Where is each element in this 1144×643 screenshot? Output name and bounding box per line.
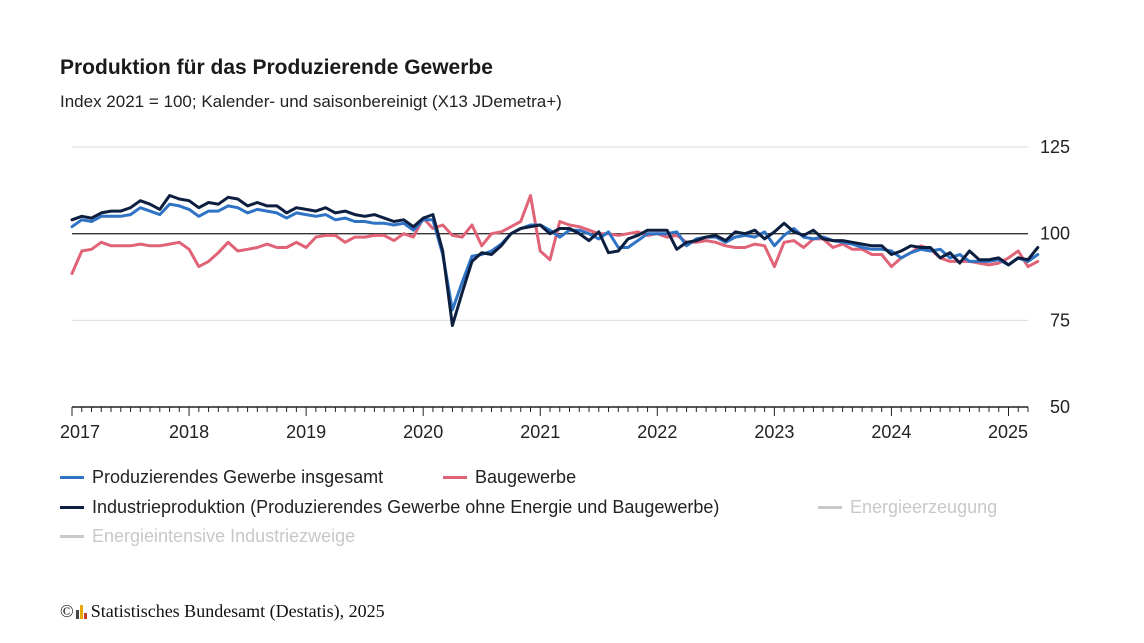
- x-tick-label: 2020: [403, 422, 443, 442]
- logo-bar: [83, 612, 87, 619]
- y-tick-label: 125: [1040, 137, 1070, 157]
- y-tick-label: 50: [1050, 397, 1070, 417]
- legend-item-energieintensive-industriezweige[interactable]: Energieintensive Industriezweige: [60, 526, 355, 547]
- y-axis-ticks: 50 75 100 125: [1040, 137, 1070, 417]
- legend-label: Industrieproduktion (Produzierendes Gewe…: [92, 497, 720, 517]
- logo-bar: [79, 604, 83, 619]
- y-tick-label: 100: [1040, 224, 1070, 244]
- copyright-icon: ©: [60, 601, 74, 621]
- destatis-logo-icon: [75, 604, 87, 619]
- x-tick-label: 2019: [286, 422, 326, 442]
- series-line-industrieproduktion: [70, 194, 1040, 327]
- legend-item-baugewerbe[interactable]: Baugewerbe: [443, 467, 576, 488]
- legend-label: Energieerzeugung: [850, 497, 998, 517]
- x-tick-label: 2025: [988, 422, 1028, 442]
- legend-swatch: [60, 535, 84, 538]
- x-axis: 2017 2018 2019 2020 2021 2022 2023 2024 2025: [60, 406, 1029, 442]
- legend-item-energieerzeugung[interactable]: Energieerzeugung: [818, 497, 997, 518]
- legend-swatch: [60, 476, 84, 479]
- legend-item-industrieproduktion[interactable]: Industrieproduktion (Produzierendes Gewe…: [60, 497, 719, 518]
- series-line-baugewerbe: [70, 194, 1040, 275]
- x-tick-label: 2022: [637, 422, 677, 442]
- legend-item-produzierendes-gewerbe[interactable]: Produzierendes Gewerbe insgesamt: [60, 467, 383, 488]
- x-tick-label: 2017: [60, 422, 100, 442]
- legend-swatch: [818, 506, 842, 509]
- series-line-produzierendes: [70, 202, 1040, 312]
- chart-subtitle: Index 2021 = 100; Kalender- und saisonbe…: [60, 92, 562, 111]
- legend-label: Energieintensive Industriezweige: [92, 526, 356, 546]
- legend-label: Baugewerbe: [475, 467, 577, 487]
- source-text: Statistisches Bundesamt (Destatis), 2025: [90, 601, 385, 621]
- x-tick-label: 2021: [520, 422, 560, 442]
- x-tick-label: 2018: [169, 422, 209, 442]
- x-tick-label: 2024: [871, 422, 911, 442]
- x-tick-label: 2023: [754, 422, 794, 442]
- legend-swatch: [60, 506, 84, 509]
- legend-label: Produzierendes Gewerbe insgesamt: [92, 467, 384, 487]
- logo-bar: [75, 609, 79, 619]
- y-tick-label: 75: [1050, 310, 1070, 330]
- source-footer: © Statistisches Bundesamt (Destatis), 20…: [60, 601, 385, 622]
- legend-swatch: [443, 476, 467, 479]
- chart-title: Produktion für das Produzierende Gewerbe: [60, 56, 493, 79]
- series-lines: [70, 194, 1040, 327]
